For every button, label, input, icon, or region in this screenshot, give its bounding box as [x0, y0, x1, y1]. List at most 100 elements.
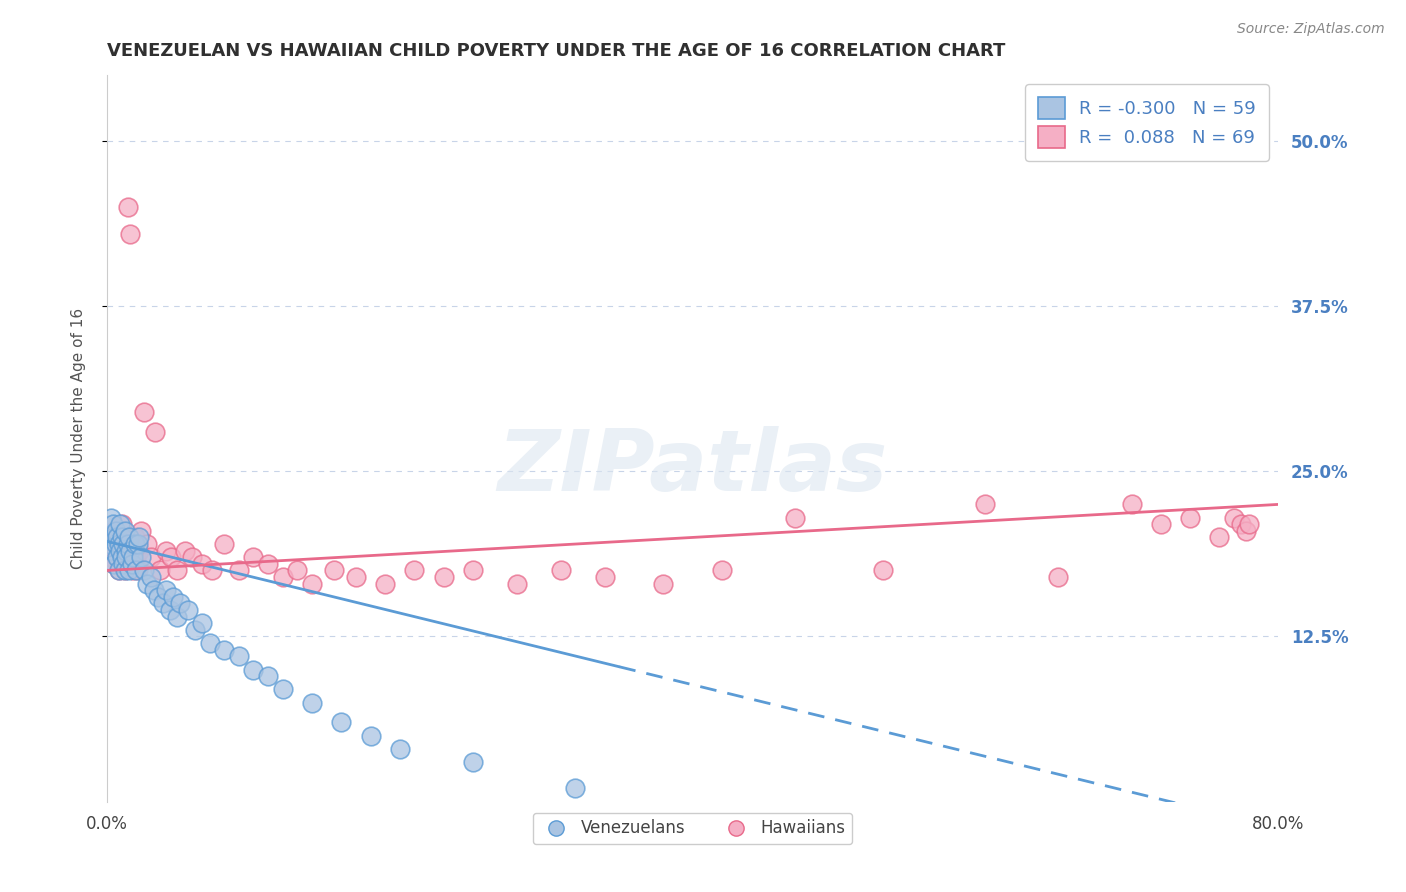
Point [374, 576, 396, 591]
Point [101, 517, 124, 532]
Point [242, 550, 264, 565]
Point [110, 543, 132, 558]
Point [155, 583, 177, 598]
Point [101, 543, 124, 558]
Point [129, 524, 152, 538]
Point [135, 576, 157, 591]
Point [404, 564, 426, 578]
Point [127, 564, 149, 578]
Point [169, 597, 191, 611]
Point [564, 781, 586, 796]
Point [114, 531, 136, 545]
Point [228, 649, 250, 664]
Point [155, 543, 177, 558]
Point [139, 570, 162, 584]
Legend: Venezuelans, Hawaiians: Venezuelans, Hawaiians [533, 813, 852, 844]
Point [111, 550, 134, 565]
Point [330, 715, 353, 730]
Point [117, 537, 139, 551]
Point [105, 550, 128, 565]
Point [1223, 510, 1246, 524]
Point [1230, 517, 1253, 532]
Point [388, 741, 411, 756]
Point [124, 531, 146, 545]
Point [122, 564, 145, 578]
Point [115, 543, 138, 558]
Point [212, 642, 235, 657]
Point [114, 564, 136, 578]
Point [201, 564, 224, 578]
Point [322, 564, 344, 578]
Point [121, 557, 143, 571]
Point [135, 537, 157, 551]
Point [145, 425, 167, 439]
Point [176, 603, 198, 617]
Point [129, 550, 152, 565]
Point [105, 531, 128, 545]
Point [461, 755, 484, 769]
Point [506, 576, 529, 591]
Point [128, 531, 150, 545]
Text: VENEZUELAN VS HAWAIIAN CHILD POVERTY UNDER THE AGE OF 16 CORRELATION CHART: VENEZUELAN VS HAWAIIAN CHILD POVERTY UND… [107, 42, 1005, 60]
Point [184, 623, 207, 637]
Point [710, 564, 733, 578]
Point [1150, 517, 1173, 532]
Point [104, 524, 127, 538]
Point [104, 543, 127, 558]
Point [112, 537, 135, 551]
Point [783, 510, 806, 524]
Point [1208, 531, 1230, 545]
Point [105, 550, 128, 565]
Point [271, 570, 294, 584]
Point [162, 590, 184, 604]
Point [1234, 524, 1257, 538]
Point [301, 696, 323, 710]
Point [159, 603, 181, 617]
Point [107, 564, 129, 578]
Point [593, 570, 616, 584]
Point [257, 669, 280, 683]
Point [103, 524, 125, 538]
Point [118, 550, 141, 565]
Point [122, 550, 145, 565]
Point [98, 537, 121, 551]
Point [132, 405, 155, 419]
Point [127, 537, 149, 551]
Text: ZIPatlas: ZIPatlas [498, 426, 887, 509]
Point [652, 576, 675, 591]
Point [104, 531, 127, 545]
Point [198, 636, 221, 650]
Point [974, 497, 997, 511]
Point [103, 557, 125, 571]
Point [111, 531, 134, 545]
Point [100, 510, 122, 524]
Point [191, 616, 214, 631]
Point [118, 531, 141, 545]
Text: Source: ZipAtlas.com: Source: ZipAtlas.com [1237, 22, 1385, 37]
Point [228, 564, 250, 578]
Point [301, 576, 323, 591]
Point [1237, 517, 1260, 532]
Point [101, 537, 124, 551]
Point [173, 543, 195, 558]
Point [181, 550, 204, 565]
Point [872, 564, 894, 578]
Point [111, 517, 134, 532]
Point [212, 537, 235, 551]
Point [118, 564, 141, 578]
Point [550, 564, 572, 578]
Point [124, 537, 146, 551]
Point [360, 729, 382, 743]
Point [104, 537, 127, 551]
Point [114, 524, 136, 538]
Point [120, 227, 142, 241]
Point [120, 543, 142, 558]
Point [142, 583, 165, 598]
Point [132, 564, 155, 578]
Point [461, 564, 484, 578]
Point [112, 543, 135, 558]
Point [166, 564, 188, 578]
Point [1047, 570, 1070, 584]
Point [139, 550, 162, 565]
Point [1178, 510, 1201, 524]
